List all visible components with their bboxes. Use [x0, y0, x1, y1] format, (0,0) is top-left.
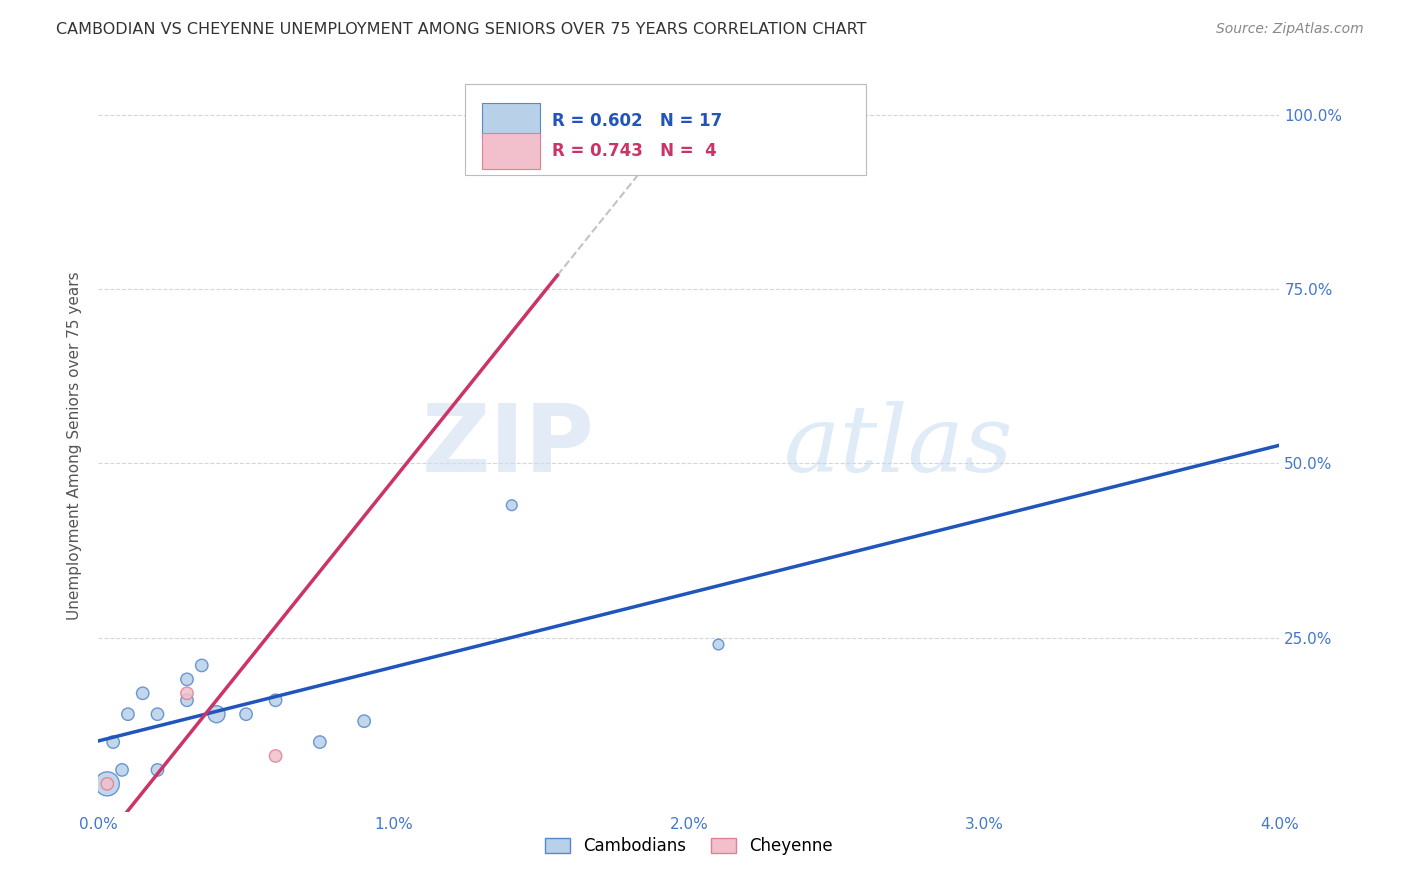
FancyBboxPatch shape: [482, 103, 540, 139]
Point: [132, 686, 155, 700]
Text: atlas: atlas: [783, 401, 1012, 491]
Y-axis label: Unemployment Among Seniors over 75 years: Unemployment Among Seniors over 75 years: [67, 272, 83, 620]
Point: [264, 693, 287, 707]
Legend: Cambodians, Cheyenne: Cambodians, Cheyenne: [538, 830, 839, 862]
Point: [353, 714, 375, 728]
Point: [176, 673, 198, 687]
Point: [707, 638, 730, 652]
Point: [96, 777, 118, 791]
Point: [501, 498, 523, 512]
Point: [146, 763, 169, 777]
Point: [264, 749, 287, 764]
Point: [648, 108, 671, 122]
Text: Source: ZipAtlas.com: Source: ZipAtlas.com: [1216, 22, 1364, 37]
Point: [191, 658, 214, 673]
Point: [103, 735, 125, 749]
Text: ZIP: ZIP: [422, 400, 595, 492]
FancyBboxPatch shape: [482, 133, 540, 169]
Point: [117, 707, 139, 722]
Point: [235, 707, 257, 722]
FancyBboxPatch shape: [464, 84, 866, 176]
Point: [111, 763, 134, 777]
Point: [205, 707, 228, 722]
Text: R = 0.602   N = 17: R = 0.602 N = 17: [553, 112, 723, 130]
Text: CAMBODIAN VS CHEYENNE UNEMPLOYMENT AMONG SENIORS OVER 75 YEARS CORRELATION CHART: CAMBODIAN VS CHEYENNE UNEMPLOYMENT AMONG…: [56, 22, 866, 37]
Point: [176, 686, 198, 700]
Text: R = 0.743   N =  4: R = 0.743 N = 4: [553, 142, 717, 160]
Point: [146, 707, 169, 722]
Point: [176, 693, 198, 707]
Point: [96, 777, 118, 791]
Point: [309, 735, 332, 749]
